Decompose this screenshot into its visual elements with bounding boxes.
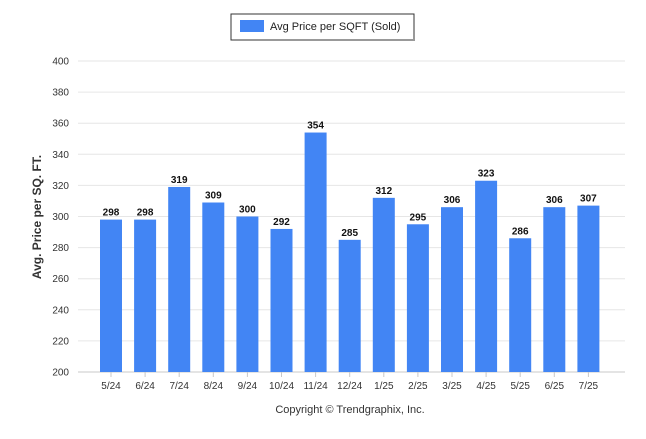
bar <box>543 207 566 372</box>
bar-value-label: 309 <box>205 191 222 202</box>
bar <box>134 219 157 372</box>
bar-value-label: 319 <box>171 175 188 186</box>
x-tick-label: 7/25 <box>579 381 599 392</box>
x-tick-label: 12/24 <box>337 381 362 392</box>
bar-value-label: 292 <box>273 217 290 228</box>
legend-label: Avg Price per SQFT (Sold) <box>270 21 400 33</box>
y-tick-label: 240 <box>52 305 69 316</box>
x-tick-label: 1/25 <box>374 381 394 392</box>
bar-value-label: 306 <box>444 195 461 206</box>
x-tick-label: 5/24 <box>101 381 121 392</box>
bar <box>270 228 293 372</box>
bar <box>372 197 395 372</box>
y-tick-label: 380 <box>52 88 69 99</box>
bar <box>577 205 600 372</box>
x-tick-label: 11/24 <box>303 381 328 392</box>
bar-value-label: 307 <box>580 194 597 205</box>
bar-value-label: 354 <box>307 121 324 132</box>
x-tick-label: 10/24 <box>269 381 294 392</box>
y-tick-label: 300 <box>52 212 69 223</box>
bar-value-label: 300 <box>239 205 256 216</box>
copyright-text: Copyright © Trendgraphix, Inc. <box>275 404 424 416</box>
x-tick-label: 9/24 <box>238 381 258 392</box>
bar <box>236 216 259 372</box>
x-tick-label: 2/25 <box>408 381 428 392</box>
bar <box>304 132 327 372</box>
bar-value-label: 306 <box>546 195 563 206</box>
bar <box>441 207 463 372</box>
bars <box>100 132 600 372</box>
bar-value-labels: 298 298 319 309 300 292 354 285 312 295 306 323 286 3… <box>103 121 598 239</box>
bar <box>202 202 225 372</box>
x-tick-label: 5/25 <box>510 381 530 392</box>
y-axis-label: Avg. Price per SQ. FT. <box>30 155 44 279</box>
x-tick-label: 8/24 <box>204 381 224 392</box>
bar <box>509 238 532 372</box>
y-tick-label: 260 <box>52 274 69 285</box>
bar-value-label: 295 <box>410 212 427 223</box>
bar <box>338 239 361 372</box>
bar <box>100 219 122 372</box>
bar-value-label: 298 <box>103 208 120 219</box>
x-tick-label: 3/25 <box>442 381 462 392</box>
x-tick-label: 7/24 <box>169 381 189 392</box>
x-tick-label: 6/24 <box>135 381 155 392</box>
legend-swatch <box>240 20 264 32</box>
legend: Avg Price per SQFT (Sold) <box>230 13 415 41</box>
bar <box>406 224 429 372</box>
y-tick-label: 360 <box>52 119 69 130</box>
bar-value-label: 298 <box>137 208 154 219</box>
bar <box>475 180 498 372</box>
y-tick-label: 280 <box>52 243 69 254</box>
y-tick-label: 220 <box>52 336 69 347</box>
y-tick-label: 200 <box>52 368 69 379</box>
x-axis-ticks: 5/24 6/24 7/24 8/24 9/24 10/24 11/24 12/24 1/25 2… <box>101 372 599 392</box>
x-tick-label: 4/25 <box>476 381 496 392</box>
x-tick-label: 6/25 <box>545 381 565 392</box>
bar-value-label: 323 <box>478 169 495 180</box>
y-tick-label: 400 <box>52 57 69 68</box>
bar-value-label: 285 <box>341 228 358 239</box>
bar-value-label: 312 <box>375 186 392 197</box>
bar-value-label: 286 <box>512 226 529 237</box>
y-axis-ticks: 200 220 240 260 280 300 320 340 360 380 400 <box>52 57 69 379</box>
y-tick-label: 320 <box>52 181 69 192</box>
y-tick-label: 340 <box>52 150 69 161</box>
bar <box>168 186 191 372</box>
